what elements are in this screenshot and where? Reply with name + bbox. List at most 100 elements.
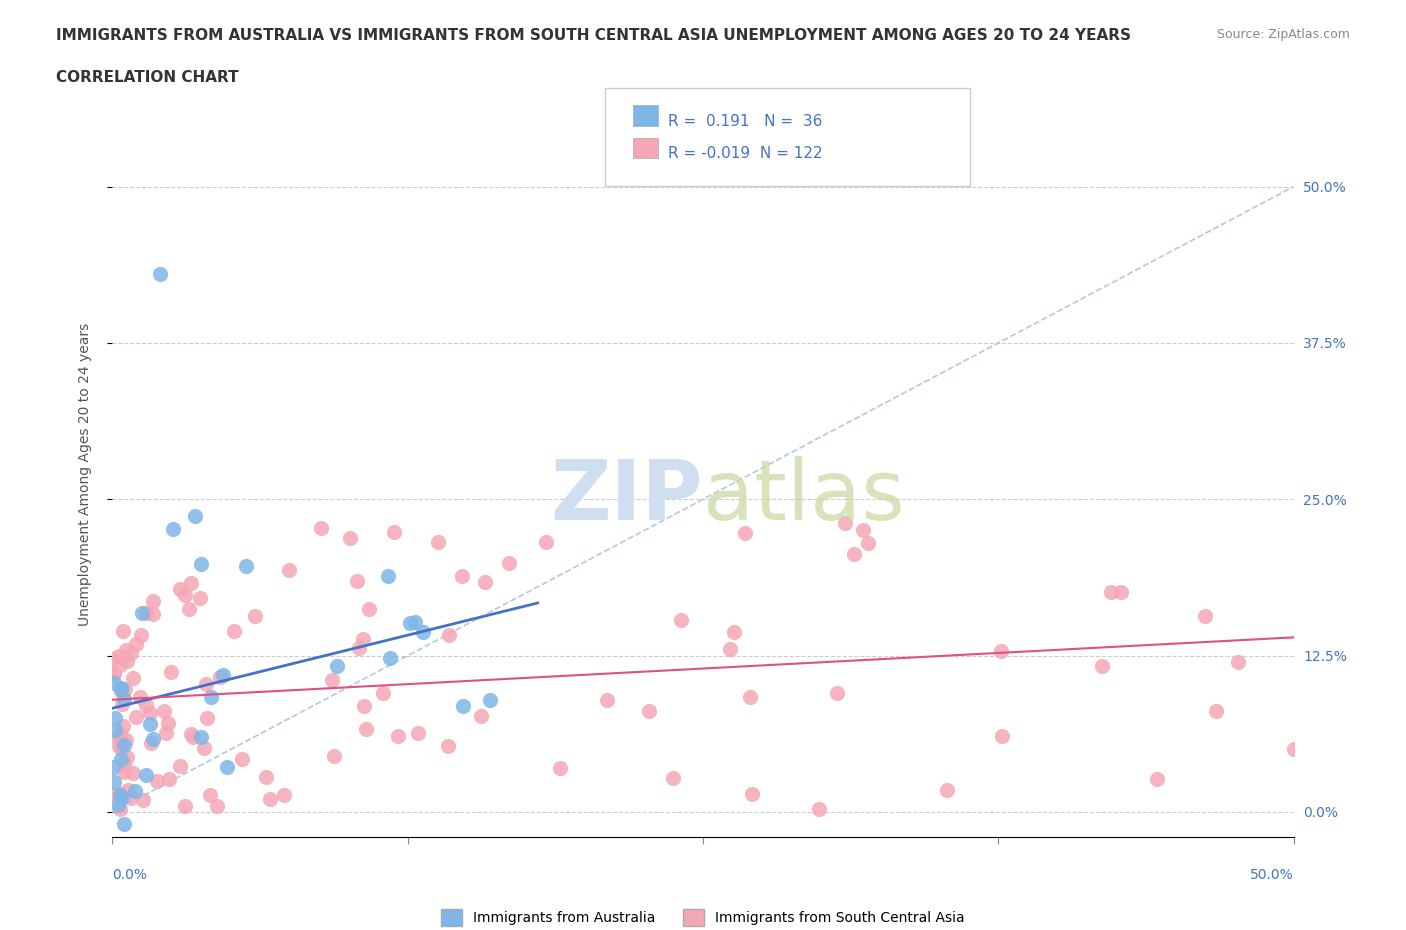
Point (437, 738, 460, 753)
Point (117, 783, 139, 798)
Text: atlas: atlas (703, 456, 904, 537)
Point (180, 576, 202, 591)
Point (222, 624, 245, 639)
Point (637, 703, 659, 718)
Point (135, 698, 157, 712)
Point (347, 641, 370, 656)
Point (139, 736, 162, 751)
Point (825, 685, 848, 700)
Point (169, 581, 191, 596)
Point (190, 556, 212, 571)
Point (124, 636, 146, 651)
Point (193, 740, 215, 755)
Point (115, 654, 138, 669)
Point (453, 698, 475, 713)
Point (479, 693, 502, 708)
Point (101, 760, 124, 775)
Point (387, 729, 409, 744)
Point (162, 521, 184, 536)
Point (142, 731, 165, 746)
Point (157, 772, 180, 787)
Point (354, 722, 377, 737)
Point (149, 267, 172, 282)
Point (205, 798, 228, 813)
Point (101, 652, 124, 667)
Point (738, 689, 761, 704)
Text: R = -0.019  N = 122: R = -0.019 N = 122 (668, 146, 823, 161)
Point (1146, 772, 1168, 787)
Point (534, 535, 557, 550)
Point (741, 787, 763, 802)
Point (104, 711, 127, 725)
Point (595, 693, 617, 708)
Point (111, 623, 134, 638)
Point (718, 642, 741, 657)
Point (377, 569, 399, 584)
Point (384, 525, 406, 539)
Point (273, 788, 295, 803)
Point (129, 627, 152, 642)
Point (1205, 703, 1227, 718)
Point (371, 686, 394, 701)
Point (115, 733, 138, 748)
Text: 0.0%: 0.0% (112, 868, 148, 882)
Point (107, 738, 129, 753)
Text: Source: ZipAtlas.com: Source: ZipAtlas.com (1216, 28, 1350, 41)
Point (107, 798, 129, 813)
Point (378, 651, 401, 666)
Point (107, 731, 129, 746)
Point (200, 689, 222, 704)
Point (450, 568, 472, 583)
Point (231, 751, 253, 766)
Text: IMMIGRANTS FROM AUSTRALIA VS IMMIGRANTS FROM SOUTH CENTRAL ASIA UNEMPLOYMENT AMO: IMMIGRANTS FROM AUSTRALIA VS IMMIGRANTS … (56, 28, 1132, 43)
Point (470, 708, 492, 723)
Point (128, 690, 150, 705)
Point (159, 665, 181, 680)
Point (353, 698, 375, 713)
Text: CORRELATION CHART: CORRELATION CHART (56, 70, 239, 85)
Point (1099, 584, 1122, 599)
Point (1091, 658, 1114, 673)
Point (131, 792, 153, 807)
Point (124, 783, 146, 798)
Point (852, 522, 875, 537)
Point (103, 775, 125, 790)
Point (723, 625, 745, 640)
Point (110, 680, 132, 695)
Point (323, 749, 346, 764)
Point (111, 719, 134, 734)
Point (108, 649, 131, 664)
Point (1109, 585, 1132, 600)
Point (139, 705, 162, 720)
Legend: Immigrants from Australia, Immigrants from South Central Asia: Immigrants from Australia, Immigrants fr… (436, 904, 970, 930)
Point (990, 728, 1012, 743)
Point (437, 628, 460, 643)
Point (174, 588, 197, 603)
Point (254, 769, 277, 784)
Point (153, 704, 176, 719)
Point (399, 616, 422, 631)
Point (807, 802, 830, 817)
Point (195, 677, 218, 692)
Point (235, 558, 257, 573)
Point (173, 799, 195, 814)
Point (1282, 742, 1305, 757)
Point (103, 787, 125, 802)
Point (990, 644, 1012, 658)
Point (131, 605, 153, 620)
Point (259, 791, 281, 806)
Point (142, 593, 165, 608)
Point (474, 575, 496, 590)
Point (103, 667, 125, 682)
Point (120, 645, 142, 660)
Point (1194, 608, 1216, 623)
Point (142, 606, 165, 621)
Point (346, 574, 368, 589)
Point (169, 758, 191, 773)
Point (103, 676, 125, 691)
Point (426, 535, 449, 550)
Point (112, 691, 135, 706)
Point (842, 547, 865, 562)
Point (112, 817, 135, 832)
Y-axis label: Unemployment Among Ages 20 to 24 years: Unemployment Among Ages 20 to 24 years (77, 323, 91, 626)
